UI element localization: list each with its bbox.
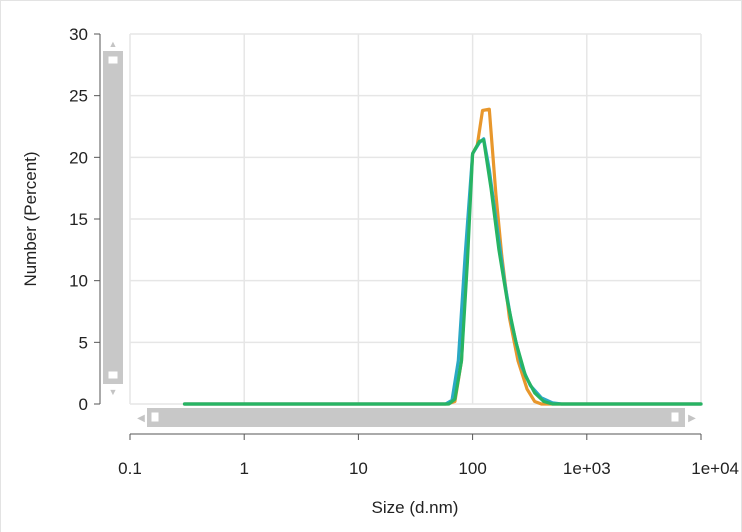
x-tick-label: 10	[349, 459, 368, 478]
x-tick-label: 1	[239, 459, 248, 478]
scroll-right-arrow-icon[interactable]: ▶	[688, 413, 696, 424]
vertical-scrollbar[interactable]: ▲ ▼	[101, 38, 125, 397]
scroll-up-arrow-icon[interactable]: ▲	[109, 39, 118, 49]
y-tick-label: 0	[79, 395, 88, 414]
vertical-scrollbar-thumb[interactable]	[103, 51, 123, 384]
series-line-1	[182, 107, 703, 406]
scroll-down-arrow-icon[interactable]: ▼	[109, 387, 118, 397]
y-tick-label: 20	[69, 148, 88, 167]
y-axis-title: Number (Percent)	[21, 151, 40, 286]
axes: 0 5 10 15 20 25 30 0.1 1 10 100 1e+03 1e+04	[69, 25, 739, 478]
y-tick-label: 25	[69, 87, 88, 106]
x-axis-title: Size (d.nm)	[372, 498, 459, 517]
x-tick-label: 100	[458, 459, 486, 478]
y-tick-label: 10	[69, 272, 88, 291]
y-tick-label: 5	[79, 333, 88, 352]
horizontal-scrollbar-right-handle[interactable]	[670, 411, 680, 423]
y-tick-label: 30	[69, 25, 88, 44]
x-tick-label: 0.1	[118, 459, 142, 478]
panel-border-left	[0, 0, 1, 532]
scroll-left-arrow-icon[interactable]: ◀	[137, 413, 145, 424]
horizontal-scrollbar[interactable]: ◀ ▶	[133, 406, 703, 428]
vertical-scrollbar-top-handle[interactable]	[107, 55, 119, 65]
vertical-scrollbar-bottom-handle[interactable]	[107, 370, 119, 380]
grid-lines	[129, 33, 702, 405]
y-tick-label: 15	[69, 210, 88, 229]
x-tick-label: 1e+03	[563, 459, 611, 478]
panel-border-top	[0, 0, 742, 1]
horizontal-scrollbar-thumb[interactable]	[147, 408, 685, 427]
series-line-2	[182, 137, 703, 406]
horizontal-scrollbar-left-handle[interactable]	[150, 411, 160, 423]
x-tick-label: 1e+04	[691, 459, 739, 478]
series-lines	[182, 107, 703, 406]
series-line-3	[182, 138, 703, 406]
